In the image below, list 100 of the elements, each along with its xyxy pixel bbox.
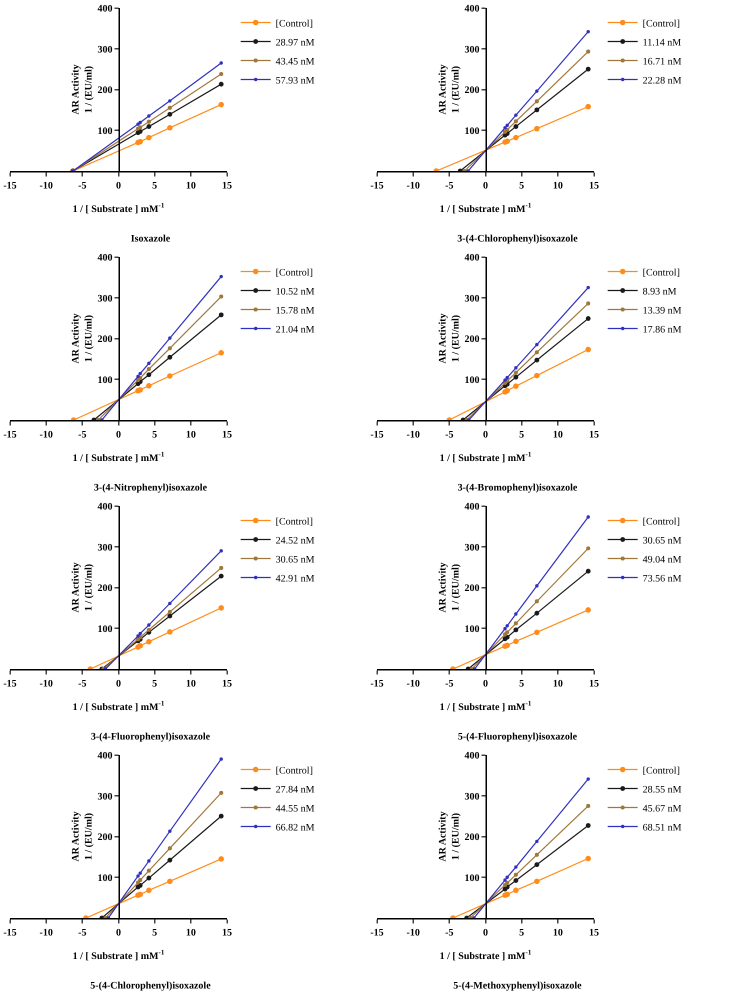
point	[218, 574, 224, 578]
y-axis-title: AR Activity 1 / (EU/ml)	[70, 562, 94, 613]
point	[167, 354, 172, 360]
legend-label: 30.65 nM	[642, 535, 682, 546]
legend-label: 15.78 nM	[276, 305, 315, 316]
point	[514, 872, 518, 877]
x-tick-label: 10	[186, 678, 196, 690]
x-tick-label: -5	[445, 928, 454, 938]
x-axis-title: 1 / [ Substrate ] mM$^{-1}$	[440, 202, 532, 215]
point	[535, 89, 539, 93]
x-tick-label: 0	[116, 430, 121, 440]
x-tick-label: -10	[40, 180, 53, 192]
point	[586, 30, 590, 34]
point	[505, 880, 510, 886]
y-tick-label: 300	[464, 293, 480, 304]
point	[146, 876, 152, 880]
x-tick-label: -5	[445, 430, 454, 440]
point	[147, 362, 151, 366]
point	[168, 602, 172, 606]
x-tick-label: -15	[3, 180, 17, 192]
y-tick-label: 300	[98, 44, 112, 56]
legend-label: 43.45 nM	[276, 56, 315, 68]
point	[218, 102, 224, 108]
x-tick-label: -10	[406, 180, 420, 192]
point	[138, 871, 142, 875]
x-tick-label: -5	[78, 180, 86, 192]
x-tick-label: 10	[552, 430, 563, 440]
y-tick-label: 200	[98, 85, 112, 96]
x-tick-label: 0	[483, 180, 488, 192]
x-tick-label: 5	[519, 180, 524, 192]
y-axis-title: AR Activity 1 / (EU/ml)	[437, 64, 462, 115]
point	[138, 632, 142, 636]
x-tick-label: 10	[552, 180, 563, 192]
x-tick-label: 0	[116, 678, 121, 690]
point	[219, 566, 224, 570]
point	[586, 316, 591, 321]
x-tick-label: 10	[186, 430, 196, 440]
x-tick-label: 15	[589, 430, 599, 440]
legend-label: 28.55 nM	[642, 784, 682, 796]
point	[138, 125, 142, 130]
point	[146, 124, 152, 129]
x-tick-label: -15	[370, 180, 384, 192]
point	[503, 878, 507, 882]
point	[534, 126, 540, 132]
point	[505, 128, 510, 132]
point	[586, 568, 591, 574]
x-tick-label: -15	[3, 928, 17, 938]
point	[535, 342, 539, 346]
x-axis-title: 1 / [ Substrate ] mM$^{-1}$	[440, 948, 532, 962]
x-tick-label: -10	[406, 430, 420, 440]
point	[168, 106, 172, 110]
point	[136, 874, 140, 878]
legend-label: [Control]	[642, 18, 680, 30]
text: 3-(4-Chlorophenyl)isoxazole	[457, 234, 578, 245]
x-tick-label: 5	[519, 928, 524, 938]
x-tick-label: -5	[445, 678, 454, 690]
point	[513, 638, 519, 644]
point	[535, 584, 539, 588]
point	[147, 623, 151, 627]
point	[586, 515, 590, 519]
point	[167, 125, 173, 131]
legend-label: 22.28 nM	[642, 75, 682, 86]
point	[167, 373, 173, 379]
legend-label: 44.55 nM	[276, 803, 315, 814]
point	[136, 634, 140, 638]
point	[514, 621, 518, 626]
legend-label: 13.39 nM	[642, 305, 682, 316]
point	[586, 823, 591, 828]
point	[534, 372, 540, 378]
text: 5-(4-Methoxyphenyl)isoxazole	[453, 980, 582, 992]
point	[585, 856, 591, 862]
x-tick-label: 15	[589, 928, 599, 938]
y-axis-title: AR Activity 1 / (EU/ml)	[70, 64, 94, 115]
point	[514, 366, 518, 370]
y-tick-label: 200	[464, 583, 480, 594]
point	[585, 607, 591, 613]
y-tick-label: 300	[464, 44, 480, 56]
text: 3-(4-Fluorophenyl)isoxazole	[90, 732, 211, 743]
x-tick-label: -5	[445, 180, 454, 192]
point	[513, 878, 518, 883]
point	[505, 630, 510, 634]
point	[168, 830, 172, 833]
point	[586, 777, 590, 781]
legend-label: 66.82 nM	[276, 822, 315, 834]
point	[503, 126, 507, 130]
x-tick-label: -5	[78, 678, 86, 690]
text: 5-(4-Fluorophenyl)isoxazole	[458, 732, 578, 743]
y-tick-label: 100	[464, 624, 480, 635]
x-tick-label: 0	[483, 928, 488, 938]
legend-label: 10.52 nM	[276, 286, 315, 298]
point	[503, 378, 507, 382]
point	[506, 624, 509, 628]
x-tick-label: -15	[370, 928, 384, 938]
point	[218, 605, 224, 611]
point	[586, 50, 590, 54]
point	[219, 294, 224, 299]
point	[534, 350, 539, 354]
x-tick-label: 15	[222, 928, 232, 938]
point	[138, 372, 142, 376]
point	[534, 107, 540, 112]
